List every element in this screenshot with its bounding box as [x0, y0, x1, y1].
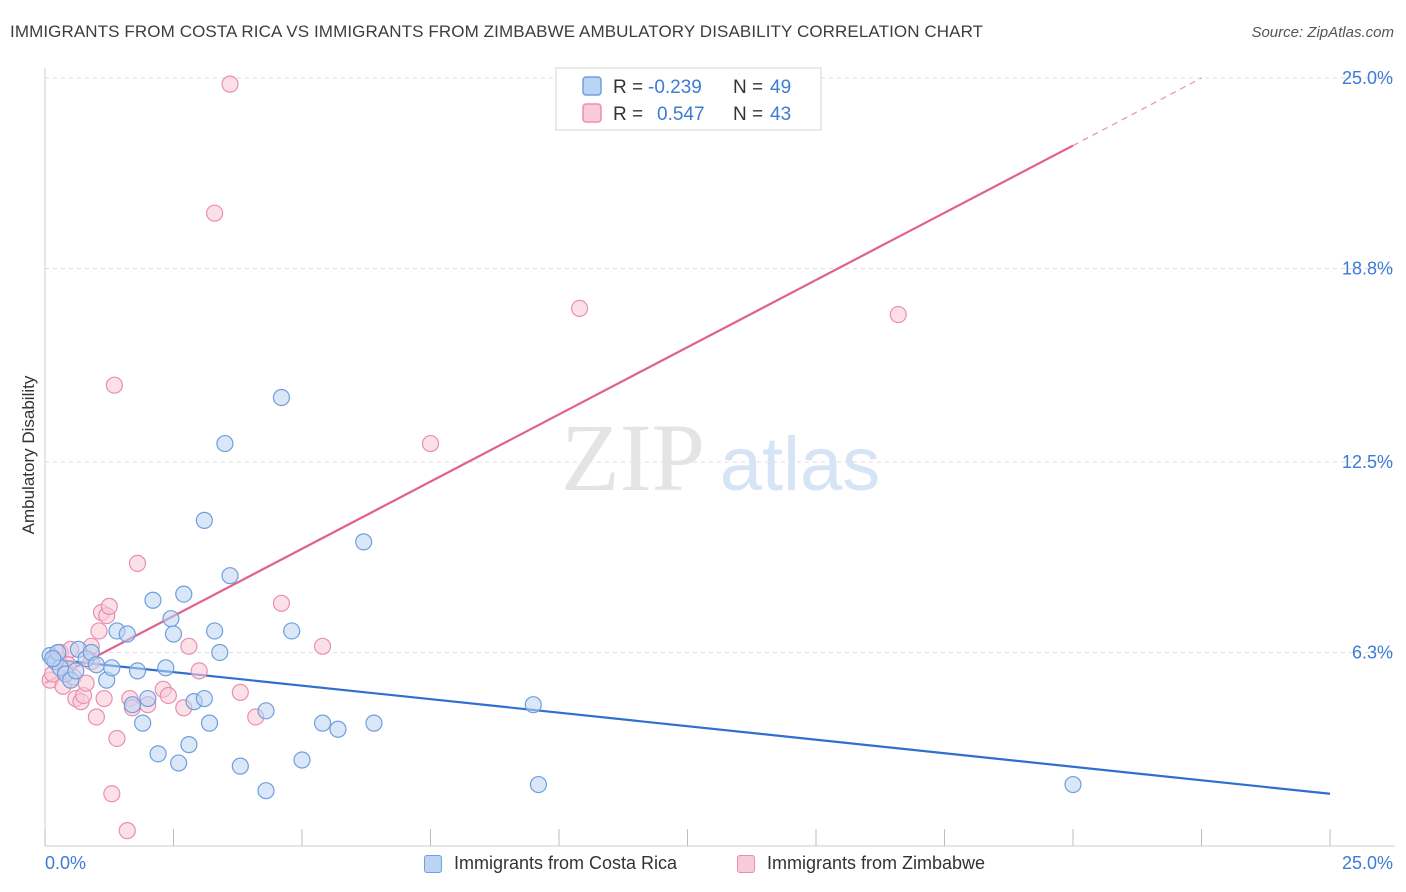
stats-legend-r-value-blue: -0.239: [648, 77, 702, 98]
point-zimbabwe: [100, 597, 118, 615]
legend-swatch-zimbabwe: [737, 854, 755, 873]
point-costa-rica: [87, 656, 106, 674]
legend-swatch-costa-rica: [424, 854, 442, 873]
point-zimbabwe: [221, 75, 239, 93]
legend-item-costa-rica[interactable]: Immigrants from Costa Rica: [424, 853, 677, 874]
point-costa-rica: [313, 714, 332, 732]
point-costa-rica: [144, 591, 162, 609]
point-costa-rica: [134, 714, 152, 732]
point-costa-rica: [206, 622, 224, 640]
stats-legend-r-value-pink: 0.547: [657, 104, 705, 125]
y-tick-label: 6.3%: [1352, 642, 1393, 662]
point-costa-rica: [180, 736, 198, 754]
point-costa-rica: [139, 689, 157, 708]
tick-labels: 6.3% 12.5% 18.8% 25.0% 0.0% 25.0%: [45, 68, 1393, 873]
point-costa-rica: [157, 659, 175, 677]
point-zimbabwe: [128, 554, 147, 572]
x-tick-label: 0.0%: [45, 853, 86, 873]
point-costa-rica: [123, 696, 141, 714]
axes: [44, 68, 1395, 847]
point-zimbabwe: [206, 204, 224, 222]
point-costa-rica: [149, 745, 167, 763]
point-costa-rica: [257, 702, 275, 720]
y-tick-label: 12.5%: [1342, 452, 1393, 472]
point-costa-rica: [195, 511, 213, 529]
stats-legend-n-value-blue: 49: [770, 77, 791, 98]
stats-legend-r-label-pink: R =: [613, 104, 643, 125]
grid-lines: [45, 77, 1395, 653]
watermark: ZIP atlas: [561, 404, 880, 511]
point-costa-rica: [162, 610, 180, 628]
point-costa-rica: [329, 720, 347, 738]
point-costa-rica: [293, 751, 311, 769]
y-axis-label: Ambulatory Disability: [19, 375, 38, 535]
x-tick-label: 25.0%: [1342, 853, 1393, 873]
point-zimbabwe: [103, 785, 121, 803]
point-costa-rica: [44, 650, 62, 668]
stats-legend-n-label-blue: N =: [733, 77, 763, 98]
chart-title: IMMIGRANTS FROM COSTA RICA VS IMMIGRANTS…: [10, 22, 984, 41]
y-axis-label-wrap: Ambulatory Disability: [14, 330, 44, 580]
point-costa-rica: [355, 533, 373, 551]
stats-legend-n-label-pink: N =: [733, 104, 763, 125]
point-zimbabwe: [421, 434, 440, 453]
point-costa-rica: [231, 757, 249, 775]
point-costa-rica: [118, 625, 136, 643]
point-costa-rica: [283, 622, 301, 640]
stats-legend-swatch-pink: [582, 103, 602, 123]
data-points: [41, 75, 1082, 840]
trend-lines: [44, 77, 1331, 795]
legend-item-zimbabwe[interactable]: Immigrants from Zimbabwe: [737, 853, 985, 874]
point-zimbabwe: [108, 729, 126, 748]
point-costa-rica: [170, 754, 188, 772]
legend-label-zimbabwe: Immigrants from Zimbabwe: [767, 853, 986, 873]
point-costa-rica: [529, 775, 548, 794]
point-costa-rica: [1064, 775, 1082, 794]
point-zimbabwe: [90, 622, 108, 640]
point-costa-rica: [128, 662, 147, 680]
watermark-zip: ZIP: [561, 404, 705, 511]
legend-label-costa-rica: Immigrants from Costa Rica: [454, 853, 678, 873]
point-zimbabwe: [159, 686, 177, 705]
point-zimbabwe: [190, 662, 208, 680]
trend-line-zimbabwe: [44, 144, 1074, 685]
point-zimbabwe: [118, 822, 136, 840]
trend-line-costa-rica: [44, 657, 1331, 795]
source-credit: Source: ZipAtlas.com: [1251, 24, 1394, 41]
stats-legend-n-value-pink: 43: [770, 104, 791, 125]
point-costa-rica: [221, 567, 239, 585]
point-costa-rica: [216, 434, 234, 453]
point-costa-rica: [257, 782, 275, 800]
point-zimbabwe: [570, 299, 589, 317]
point-zimbabwe: [105, 376, 123, 394]
point-costa-rica: [195, 689, 213, 708]
point-costa-rica: [103, 659, 121, 677]
stats-legend-r-label-blue: R =: [613, 77, 643, 98]
point-costa-rica: [272, 388, 291, 407]
y-tick-label: 18.8%: [1342, 258, 1393, 278]
y-tick-label: 25.0%: [1342, 68, 1393, 88]
point-zimbabwe: [272, 594, 291, 612]
watermark-atlas: atlas: [720, 422, 881, 507]
series-legend: Immigrants from Costa Rica Immigrants fr…: [0, 850, 1406, 880]
point-zimbabwe: [231, 683, 249, 702]
point-costa-rica: [200, 714, 219, 732]
trend-line-zimbabwe-extrapolated: [1072, 77, 1202, 147]
point-zimbabwe: [87, 708, 106, 726]
stats-legend-swatch-blue: [582, 76, 602, 96]
point-zimbabwe: [180, 637, 198, 655]
stats-legend: R = -0.239 N = 49 R = 0.547 N = 43: [555, 67, 822, 131]
point-costa-rica: [67, 662, 85, 680]
point-zimbabwe: [95, 689, 113, 708]
point-zimbabwe: [313, 637, 332, 655]
point-costa-rica: [164, 625, 183, 643]
point-costa-rica: [211, 643, 229, 662]
point-costa-rica: [365, 714, 383, 732]
point-zimbabwe: [889, 305, 907, 324]
point-costa-rica: [524, 696, 542, 714]
point-costa-rica: [175, 585, 193, 603]
